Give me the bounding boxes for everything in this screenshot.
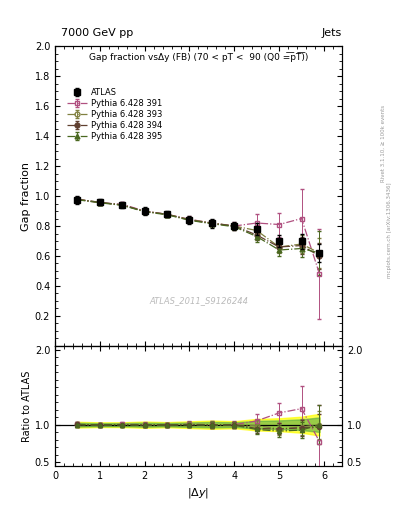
Text: 7000 GeV pp: 7000 GeV pp (61, 28, 133, 38)
Text: Gap fraction vsΔy (FB) (70 < pT <  90 (Q0 =͞pT͞)): Gap fraction vsΔy (FB) (70 < pT < 90 (Q0… (89, 52, 308, 62)
Y-axis label: Ratio to ATLAS: Ratio to ATLAS (22, 370, 32, 442)
Text: Jets: Jets (321, 28, 342, 38)
Text: Rivet 3.1.10, ≥ 100k events: Rivet 3.1.10, ≥ 100k events (381, 105, 386, 182)
Text: mcplots.cern.ch [arXiv:1306.3436]: mcplots.cern.ch [arXiv:1306.3436] (387, 183, 392, 278)
Text: ATLAS_2011_S9126244: ATLAS_2011_S9126244 (149, 296, 248, 306)
Legend: ATLAS, Pythia 6.428 391, Pythia 6.428 393, Pythia 6.428 394, Pythia 6.428 395: ATLAS, Pythia 6.428 391, Pythia 6.428 39… (65, 86, 164, 143)
Y-axis label: Gap fraction: Gap fraction (20, 161, 31, 230)
X-axis label: $|\Delta y|$: $|\Delta y|$ (187, 486, 209, 500)
